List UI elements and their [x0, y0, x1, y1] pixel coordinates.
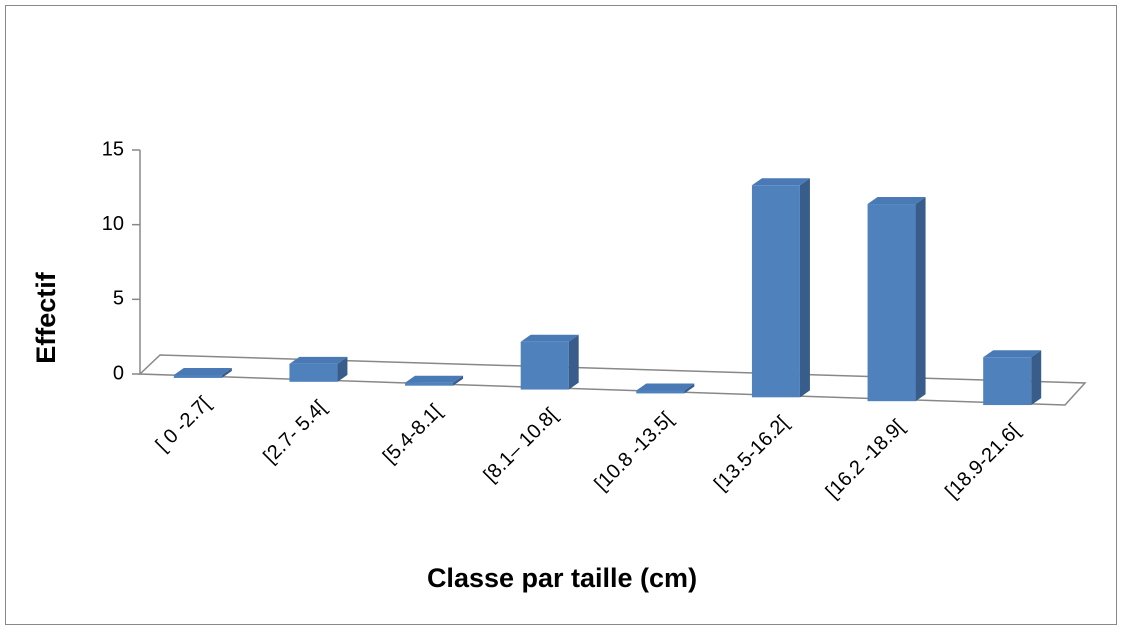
bar: [751, 178, 810, 398]
bar-side: [684, 383, 695, 394]
bar-side: [453, 375, 464, 386]
bar: [405, 375, 464, 386]
y-axis-title: Effectif: [31, 271, 61, 364]
chart-frame: [5, 5, 1117, 625]
y-tick-label: 5: [113, 288, 124, 310]
y-tick-label: 15: [102, 138, 124, 160]
bar-side: [915, 197, 926, 402]
x-axis-title: Classe par taille (cm): [427, 563, 697, 593]
bar-front: [173, 374, 222, 378]
bar-top: [867, 197, 926, 205]
bar: [520, 334, 579, 390]
bar: [867, 197, 926, 402]
bar-top: [405, 375, 464, 383]
bar-front: [289, 363, 338, 382]
bar-top: [520, 334, 579, 342]
bar-side: [568, 334, 579, 390]
bar-side: [799, 178, 810, 398]
bar-side: [221, 367, 232, 378]
bar-front: [751, 185, 800, 398]
bar-top: [636, 383, 695, 391]
bar-front: [636, 390, 685, 394]
bar-top: [751, 178, 810, 186]
y-tick-label: 0: [113, 362, 124, 384]
bar-top: [983, 350, 1042, 358]
bar: [173, 367, 232, 378]
bar-front: [405, 382, 454, 386]
y-tick-label: 10: [102, 213, 124, 235]
bar-top: [289, 356, 348, 364]
bar-side: [1031, 350, 1042, 406]
bar: [983, 350, 1042, 406]
bar-front: [520, 341, 569, 390]
bar-top: [173, 367, 232, 375]
bar: [636, 383, 695, 394]
bar: [289, 356, 348, 382]
bar-side: [337, 356, 348, 382]
bar-front: [867, 204, 916, 402]
bar-front: [983, 357, 1032, 406]
